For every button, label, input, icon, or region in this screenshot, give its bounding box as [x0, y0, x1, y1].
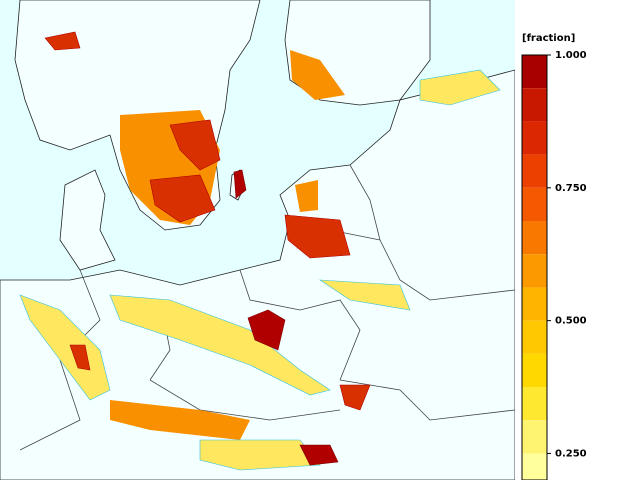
field — [44, 31, 81, 51]
fraction-fields — [19, 31, 501, 471]
field — [339, 384, 371, 411]
colorbar-bin — [522, 221, 547, 255]
field — [149, 174, 216, 223]
colorbar-bin — [522, 387, 547, 421]
colorbar-bin — [522, 88, 547, 122]
field — [233, 169, 247, 199]
field — [318, 279, 411, 311]
colorbar-label: [fraction] — [522, 33, 575, 44]
field — [19, 294, 111, 401]
colorbar-frame — [521, 54, 548, 480]
colorbar-bin — [522, 55, 547, 89]
colorbar-tick-label: 0.250 — [555, 448, 587, 459]
colorbar-tick-label: 0.750 — [555, 183, 587, 194]
colorbar-bin — [522, 453, 547, 480]
colorbar-bin — [522, 420, 547, 454]
field — [419, 69, 501, 106]
field — [295, 180, 318, 212]
colorbar-bin — [522, 287, 547, 321]
denmark — [59, 169, 116, 271]
colorbar-bin — [522, 121, 547, 155]
colorbar-tick-label: 1.000 — [555, 50, 587, 61]
field — [110, 400, 250, 440]
field — [299, 444, 339, 466]
field — [199, 439, 321, 471]
field — [247, 309, 286, 351]
field — [284, 214, 351, 259]
colorbar: 1.000 0.750 0.500 0.250 — [521, 50, 587, 480]
colorbar-bin — [522, 320, 547, 354]
field — [169, 119, 221, 171]
colorbar-bin — [522, 154, 547, 188]
colorbar-bin — [522, 353, 547, 388]
colorbar-bin — [522, 254, 547, 288]
field — [69, 344, 91, 371]
map — [0, 0, 516, 480]
colorbar-bin — [522, 187, 547, 222]
colorbar-tick-label: 0.500 — [555, 316, 587, 327]
field — [290, 50, 345, 100]
field — [109, 294, 331, 396]
